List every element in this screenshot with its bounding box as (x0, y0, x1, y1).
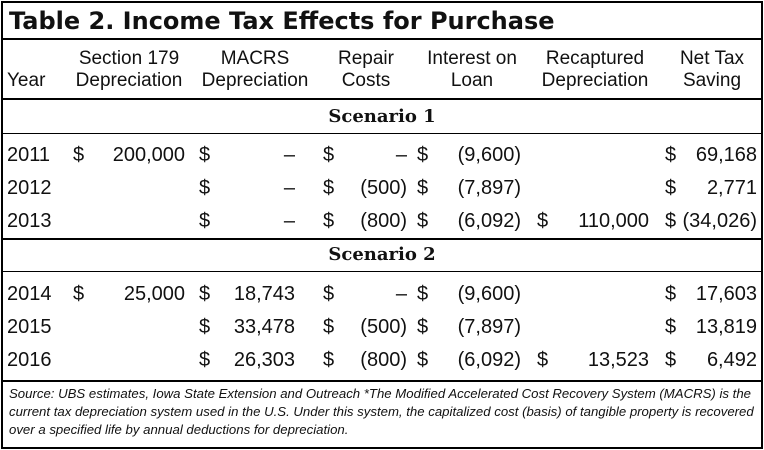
cell-repair: (500) (360, 316, 407, 338)
cell-macrs-currency: $ (199, 283, 211, 305)
scenario-divider (3, 238, 761, 240)
cell-year: 2014 (7, 283, 52, 305)
source-note: Source: UBS estimates, Iowa State Extens… (9, 386, 754, 437)
cell-macrs: 33,478 (233, 316, 295, 338)
cell-year: 2012 (7, 177, 52, 199)
cell-section-179-currency: $ (73, 144, 85, 166)
cell-net-tax: 17,603 (695, 283, 757, 305)
header-repair: Repair Costs (321, 48, 411, 96)
cell-year: 2013 (7, 210, 52, 232)
header-interest-line1: Interest on (427, 48, 517, 69)
cell-repair: – (395, 283, 407, 305)
cell-macrs-currency: $ (199, 177, 211, 199)
cell-repair-currency: $ (323, 210, 335, 232)
cell-interest: (7,897) (457, 316, 521, 338)
cell-interest-currency: $ (417, 349, 429, 371)
header-macrs-line2: Depreciation (201, 70, 309, 91)
header-repair-line1: Repair (338, 48, 394, 69)
scenario-1-rule (3, 133, 761, 134)
cell-recaptured: 13,523 (587, 349, 649, 371)
cell-recaptured-currency: $ (537, 349, 549, 371)
scenario-1-label: Scenario 1 (328, 106, 436, 127)
cell-macrs: 18,743 (233, 283, 295, 305)
cell-interest: (6,092) (457, 210, 521, 232)
cell-repair-currency: $ (323, 316, 335, 338)
cell-net-tax-currency: $ (665, 177, 677, 199)
cell-repair: (500) (360, 177, 407, 199)
cell-year: 2015 (7, 316, 52, 338)
cell-repair-currency: $ (323, 144, 335, 166)
table-row: 2011 $200,000 $ – $ – $ (9,600) $69,168 (3, 141, 761, 169)
table-row: 2012 $ – $ (500) $ (7,897) $2,771 (3, 174, 761, 202)
header-section-179: Section 179 Depreciation (67, 48, 191, 96)
header-macrs-line1: MACRS (220, 48, 290, 69)
cell-interest: (6,092) (457, 349, 521, 371)
header-net-tax: Net Tax Saving (667, 48, 757, 96)
cell-interest: (7,897) (457, 177, 521, 199)
header-recaptured-line2: Depreciation (541, 70, 649, 91)
cell-repair: (800) (360, 349, 407, 371)
scenario-2-label: Scenario 2 (328, 244, 436, 265)
cell-repair: (800) (360, 210, 407, 232)
cell-interest-currency: $ (417, 177, 429, 199)
cell-repair: – (395, 144, 407, 166)
cell-macrs: – (283, 144, 295, 166)
header-interest: Interest on Loan (417, 48, 527, 96)
cell-repair-currency: $ (323, 283, 335, 305)
header-recaptured: Recaptured Depreciation (533, 48, 657, 96)
cell-section-179: 200,000 (112, 144, 185, 166)
scenario-2-rule (3, 271, 761, 272)
header-rule (3, 98, 761, 100)
cell-net-tax-currency: $ (665, 316, 677, 338)
footer-rule (3, 380, 761, 382)
cell-net-tax-currency: $ (665, 144, 677, 166)
header-year-line1: Year (7, 70, 46, 91)
cell-net-tax: 6,492 (706, 349, 757, 371)
cell-repair-currency: $ (323, 349, 335, 371)
cell-net-tax-currency: $ (665, 283, 677, 305)
cell-macrs-currency: $ (199, 316, 211, 338)
cell-macrs: 26,303 (233, 349, 295, 371)
cell-net-tax: 2,771 (706, 177, 757, 199)
cell-net-tax: 69,168 (695, 144, 757, 166)
cell-net-tax: 13,819 (695, 316, 757, 338)
cell-macrs-currency: $ (199, 210, 211, 232)
cell-interest: (9,600) (457, 283, 521, 305)
header-macrs: MACRS Depreciation (195, 48, 315, 96)
cell-macrs: – (283, 177, 295, 199)
cell-repair-currency: $ (323, 177, 335, 199)
cell-net-tax: (34,026) (682, 210, 758, 232)
cell-net-tax-currency: $ (665, 349, 677, 371)
cell-macrs-currency: $ (199, 349, 211, 371)
cell-net-tax-currency: $ (665, 210, 677, 232)
cell-section-179: 25,000 (123, 283, 185, 305)
header-year: Year (7, 70, 63, 118)
cell-macrs-currency: $ (199, 144, 211, 166)
table-row: 2015 $33,478 $ (500) $ (7,897) $13,819 (3, 313, 761, 341)
header-section-179-line1: Section 179 (78, 48, 180, 69)
table-row: 2016 $26,303 $ (800) $ (6,092) $13,523 $6,492 (3, 346, 761, 374)
cell-year: 2016 (7, 349, 52, 371)
cell-interest: (9,600) (457, 144, 521, 166)
header-net-tax-line1: Net Tax (679, 48, 745, 69)
header-recaptured-line1: Recaptured (545, 48, 645, 69)
cell-recaptured-currency: $ (537, 210, 549, 232)
header-section-179-line2: Depreciation (75, 70, 183, 91)
cell-year: 2011 (7, 144, 51, 166)
table-row: 2013 $ – $ (800) $ (6,092) $110,000 $ (34,026) (3, 207, 761, 235)
cell-interest-currency: $ (417, 210, 429, 232)
cell-interest-currency: $ (417, 316, 429, 338)
header-interest-line2: Loan (450, 70, 494, 91)
cell-macrs: – (283, 210, 295, 232)
cell-interest-currency: $ (417, 283, 429, 305)
table-title: Table 2. Income Tax Effects for Purchase (3, 3, 761, 40)
cell-interest-currency: $ (417, 144, 429, 166)
table-row: 2014 $25,000 $18,743 $ – $ (9,600) $17,603 (3, 280, 761, 308)
cell-recaptured: 110,000 (578, 210, 649, 232)
cell-section-179-currency: $ (73, 283, 85, 305)
header-net-tax-line2: Saving (682, 70, 742, 91)
header-repair-line2: Costs (341, 70, 391, 91)
